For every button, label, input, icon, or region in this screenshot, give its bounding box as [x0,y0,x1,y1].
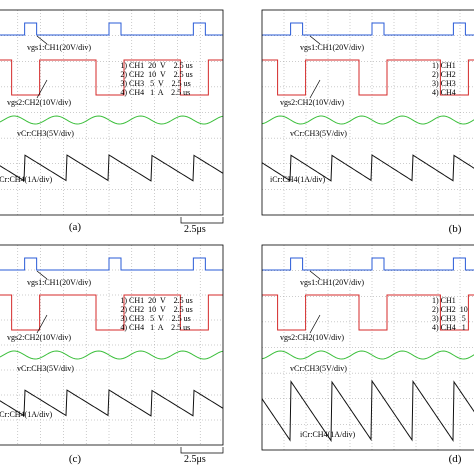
panel-caption: (c) [69,453,82,465]
panel-caption: (d) [449,453,462,465]
scope-screen [0,245,223,445]
arrow [36,35,48,45]
ch2-trace [262,294,474,331]
scope-panel: vgs1:CH1(20V/div) vgs2:CH2(10V/div) vCr:CH… [0,9,224,235]
scope-frame [0,244,224,446]
legend-entry: 4) CH4 1 [432,323,466,332]
ch3-trace [0,350,223,360]
ch3-label: vCr:CH3(5V/div) [17,364,74,373]
ch3-label: vCr:CH3(5V/div) [290,364,347,373]
legend-entry: 3) CH3 [432,79,456,88]
legend-entry: 4) CH4 1 A 2.5 us [120,88,190,97]
scope-frame [261,244,474,451]
ch4-trace [0,154,223,182]
legend-entry: 2) CH2 10 V 2.5 us [120,70,192,79]
ch1-trace [262,257,474,271]
legend-entry: 4) CH4 [432,88,456,97]
ch1-label: vgs1:CH1(20V/div) [27,278,91,287]
legend-entry: 2) CH2 10 V 2.5 us [120,305,192,314]
ch1-label: vgs1:CH1(20V/div) [300,43,364,52]
scope-panel: vgs1:CH1(20V/div) vgs2:CH2(10V/div) vCr:CH… [0,244,224,465]
legend-entry: 2) CH2 10 [432,305,468,314]
ch1-trace [262,22,474,36]
ch1-label: vgs1:CH1(20V/div) [300,278,364,287]
ch3-trace [262,350,474,360]
ch4-label: iCr:CH4(1A/div) [0,175,52,184]
ch2-trace [0,294,223,331]
arrow [309,35,321,45]
scope-panel: vgs1:CH1(20V/div) vgs2:CH2(10V/div) vCr:CH… [261,244,474,465]
arrow [309,314,321,334]
ch2-label: vgs2:CH2(10V/div) [280,98,344,107]
scope-screen [0,10,223,215]
ch4-trace [262,154,474,182]
scope-screen [262,245,474,450]
ch4-label: iCr:CH4(1A/div) [0,410,52,419]
scope-frame [261,9,474,216]
ch2-label: vgs2:CH2(10V/div) [7,98,71,107]
legend-entry: 1) CH1 20 V 2.5 us [120,296,192,305]
ch4-label: iCr:CH4(1A/div) [270,175,325,184]
ch2-label: vgs2:CH2(10V/div) [280,333,344,342]
time-scale: 2.5μs [184,224,206,235]
panel-caption: (b) [449,223,462,235]
ch3-label: vCr:CH3(5V/div) [290,129,347,138]
ch3-label: vCr:CH3(5V/div) [17,129,74,138]
time-bracket [180,217,224,224]
ch3-trace [262,115,474,125]
time-scale: 2.5μs [184,454,206,465]
legend-entry: 3) CH3 5 [432,314,466,323]
ch4-trace [262,379,474,443]
legend-entry: 3) CH3 5 V 2.5 us [120,314,190,323]
panel-caption: (a) [69,221,82,233]
arrow [309,79,321,99]
scope-frame [0,9,224,216]
ch2-label: vgs2:CH2(10V/div) [7,333,71,342]
ch1-label: vgs1:CH1(20V/div) [27,43,91,52]
legend-entry: 2) CH2 [432,70,456,79]
arrow [36,270,48,280]
ch2-trace [0,59,223,96]
ch1-trace [0,257,223,271]
scope-panel: vgs1:CH1(20V/div) vgs2:CH2(10V/div) vCr:CH… [261,9,474,235]
arrow [36,79,48,99]
legend-entry: 1) CH1 20 V 2.5 us [120,61,192,70]
legend-entry: 1) CH1 [432,61,456,70]
ch4-trace [0,389,223,417]
arrow [309,270,321,280]
ch2-trace [262,59,474,96]
ch3-trace [0,115,223,125]
legend-entry: 3) CH3 5 V 2.5 us [120,79,190,88]
time-bracket [180,447,224,454]
scope-screen [262,10,474,215]
legend-entry: 1) CH1 [432,296,456,305]
ch1-trace [0,22,223,36]
legend-entry: 4) CH4 1 A 2.5 us [120,323,190,332]
ch4-label: iCr:CH4(1A/div) [300,430,355,439]
arrow [36,314,48,334]
